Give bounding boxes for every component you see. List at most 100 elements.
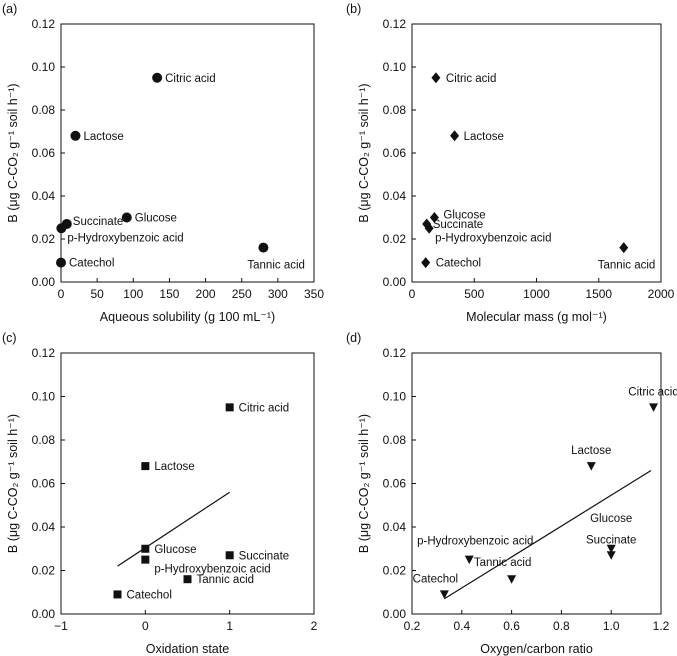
point-label: Catechol — [413, 573, 458, 585]
point-tannic-acid — [183, 575, 192, 584]
y-tick-label: 0.12 — [383, 17, 407, 31]
point-label: Succinate — [586, 534, 637, 546]
point-label: Succinate — [73, 216, 124, 228]
x-tick-label: 250 — [232, 287, 252, 301]
point-label: Tannic acid — [247, 260, 305, 272]
y-axis-title: B (μg C-CO₂ g⁻¹ soil h⁻¹) — [357, 414, 371, 553]
y-tick-label: 0.08 — [32, 433, 56, 447]
x-tick-label: 500 — [464, 287, 484, 301]
x-tick-label: 0.4 — [453, 619, 470, 633]
y-tick-label: 0.08 — [383, 103, 407, 117]
y-tick-label: 0.10 — [32, 60, 56, 74]
point-label: Lactose — [154, 461, 194, 473]
y-axis-title: B (μg C-CO₂ g⁻¹ soil h⁻¹) — [357, 83, 371, 222]
point-label: Lactose — [83, 131, 123, 143]
x-tick-label: 150 — [159, 287, 179, 301]
x-tick-label: 0.8 — [553, 619, 570, 633]
point-label: Citric acid — [239, 402, 289, 414]
point-label: p-Hydroxybenzoic acid — [435, 232, 551, 244]
point-lactose — [141, 462, 150, 471]
y-tick-label: 0.12 — [32, 17, 56, 31]
x-tick-label: 2 — [311, 619, 318, 633]
point-p-hydroxybenzoic-acid — [464, 555, 474, 565]
x-tick-label: 2000 — [648, 287, 675, 301]
point-p-hydroxybenzoic-acid — [141, 555, 150, 564]
y-tick-label: 0.00 — [32, 607, 56, 621]
point-succinate — [225, 551, 234, 560]
x-tick-label: 1.0 — [603, 619, 620, 633]
panel-label-c: (c) — [2, 331, 17, 345]
x-tick-label: 100 — [123, 287, 143, 301]
panel-d: 0.2 0.4 0.6 0.8 1.0 1.2 0.00 0.02 0.04 0.06 0.08 0.… — [357, 346, 677, 656]
y-tick-label: 0.00 — [32, 275, 56, 289]
regression-line — [117, 491, 230, 567]
x-tick-label: 300 — [268, 287, 288, 301]
regression-line — [444, 469, 652, 600]
point-glucose — [429, 212, 439, 223]
x-tick-label: −1 — [54, 619, 68, 633]
y-tick-label: 0.02 — [383, 232, 407, 246]
point-label: p-Hydroxybenzoic acid — [154, 564, 270, 576]
y-axis-title: B (μg C-CO₂ g⁻¹ soil h⁻¹) — [6, 414, 20, 553]
point-glucose — [121, 212, 132, 223]
point-label: Succinate — [239, 550, 290, 562]
x-axis-title: Oxidation state — [146, 642, 229, 656]
y-tick-label: 0.06 — [383, 146, 407, 160]
x-axis-title: Aqueous solubility (g 100 mL⁻¹) — [100, 310, 275, 324]
panel-c: −1 0 1 2 0.00 0.02 0.04 0.06 0.08 0.10 0.12 Oxidati… — [6, 346, 318, 656]
x-tick-label: 50 — [90, 287, 104, 301]
y-tick-label: 0.06 — [32, 477, 56, 491]
point-label: Citric acid — [628, 386, 677, 398]
point-catechol — [113, 590, 122, 599]
point-citric-acid — [431, 72, 441, 84]
point-glucose — [606, 544, 616, 554]
point-lactose — [450, 130, 460, 142]
y-tick-label: 0.02 — [32, 564, 56, 578]
x-tick-label: 0 — [409, 287, 416, 301]
panel-label-b: (b) — [346, 2, 361, 16]
panel-a: 0 50 100 150 200 250 300 350 0.00 0.02 0.04 0.06 0.0… — [6, 17, 324, 324]
x-tick-label: 0 — [142, 619, 149, 633]
y-tick-label: 0.00 — [383, 607, 407, 621]
point-label: Glucose — [443, 210, 485, 222]
y-tick-label: 0.02 — [383, 564, 407, 578]
point-citric-acid — [225, 403, 234, 412]
point-lactose — [586, 462, 596, 471]
point-label: p-Hydroxybenzoic acid — [67, 232, 183, 244]
point-catechol — [439, 590, 449, 599]
y-tick-label: 0.10 — [383, 60, 407, 74]
point-label: Catechol — [436, 258, 481, 270]
point-succinate — [606, 551, 616, 560]
y-tick-label: 0.10 — [32, 390, 56, 404]
point-lactose — [70, 130, 81, 141]
point-catechol — [421, 257, 431, 269]
point-catechol — [56, 257, 66, 268]
point-tannic-acid — [507, 575, 517, 584]
y-tick-label: 0.04 — [32, 520, 56, 534]
x-tick-label: 200 — [196, 287, 216, 301]
point-label: Tannic acid — [197, 574, 255, 586]
point-citric-acid — [152, 72, 163, 83]
point-label: Tannic acid — [598, 260, 656, 272]
panel-label-a: (a) — [2, 2, 17, 16]
point-label: Lactose — [571, 445, 611, 457]
x-tick-label: 0.6 — [503, 619, 520, 633]
point-tannic-acid — [619, 242, 629, 254]
y-tick-label: 0.04 — [383, 189, 407, 203]
y-tick-label: 0.02 — [32, 232, 56, 246]
x-tick-label: 1.2 — [653, 619, 670, 633]
x-tick-label: 1 — [226, 619, 233, 633]
point-label: Tannic acid — [474, 557, 532, 569]
point-label: Succinate — [433, 219, 484, 231]
y-tick-label: 0.04 — [383, 520, 407, 534]
y-tick-label: 0.06 — [32, 146, 56, 160]
point-label: Catechol — [69, 258, 114, 270]
point-label: Glucose — [590, 513, 632, 525]
y-tick-label: 0.12 — [383, 346, 407, 360]
x-tick-label: 0.2 — [404, 619, 421, 633]
y-tick-label: 0.08 — [32, 103, 56, 117]
y-tick-label: 0.00 — [383, 275, 407, 289]
point-p-hydroxybenzoic-acid — [424, 222, 434, 234]
x-axis-title: Oxygen/carbon ratio — [480, 642, 593, 656]
